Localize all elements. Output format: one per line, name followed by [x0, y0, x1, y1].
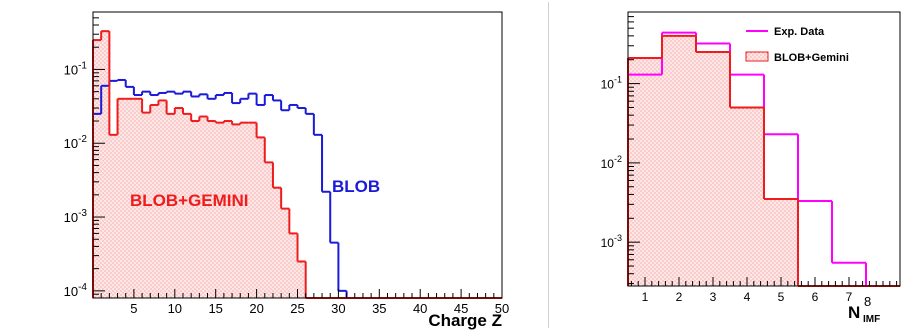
y-tick-label: 10-3 [64, 208, 88, 225]
x-tick-label: 50 [495, 301, 509, 316]
y-tick-exponent: -1 [614, 75, 622, 85]
x-axis-ticks: 5 10 15 20 25 30 35 40 45 50 [92, 289, 509, 316]
y-tick-base: 10 [64, 284, 78, 299]
x-tick-label: 6 [812, 290, 819, 304]
x-tick-label: 40 [413, 301, 427, 316]
x-tick-label: 4 [744, 290, 751, 304]
y-axis-ticks: 10-110-210-310-4 [64, 17, 105, 299]
x-tick-label: 25 [290, 301, 304, 316]
x-tick-label: 3 [710, 290, 717, 304]
legend: Exp. Data BLOB+Gemini [745, 26, 849, 64]
y-tick-base: 10 [601, 236, 615, 250]
x-axis-label-sub: IMF [863, 314, 880, 325]
y-tick-label: 10-4 [64, 282, 88, 299]
x-tick-label: 5 [778, 290, 785, 304]
y-tick-label: 10-2 [64, 134, 88, 151]
legend-label-exp-data: Exp. Data [774, 26, 825, 38]
x-tick-label: 15 [208, 301, 222, 316]
x-tick-label: 7 [846, 290, 853, 304]
x-tick-label: 10 [168, 301, 182, 316]
y-tick-base: 10 [601, 78, 615, 92]
y-tick-label: 10-2 [601, 154, 622, 171]
imf-multiplicity-chart: 1 2 3 4 5 6 7 10-1 10-2 10-3 Exp. Data BLOB+Gemini N… [578, 0, 908, 331]
x-axis-ticks: 1 2 3 4 5 6 7 [630, 277, 898, 304]
y-tick-label: 10-1 [64, 60, 88, 77]
x-tick-label: 45 [454, 301, 468, 316]
x-axis-label-sup: 8 [864, 294, 871, 309]
legend-box-blob-gemini [745, 51, 769, 62]
panel-divider [548, 2, 549, 328]
x-axis-label: Charge Z [428, 311, 502, 330]
y-tick-base: 10 [601, 157, 615, 171]
x-tick-label: 1 [642, 290, 649, 304]
y-tick-exponent: -3 [78, 208, 87, 219]
y-tick-exponent: -2 [614, 154, 622, 164]
y-tick-exponent: -4 [78, 282, 87, 293]
y-tick-label: 10-1 [601, 75, 622, 92]
x-axis-label-base: N [848, 303, 860, 322]
y-tick-exponent: -3 [614, 233, 622, 243]
x-tick-label: 20 [249, 301, 263, 316]
y-tick-exponent: -2 [78, 134, 87, 145]
charge-distribution-plot: 5 10 15 20 25 30 35 40 45 5010-110-210-310-4Charg… [64, 11, 509, 330]
y-axis-ticks: 10-110-210-3 [601, 11, 640, 285]
x-tick-label: 5 [130, 301, 137, 316]
annotation-blob-gemini: BLOB+GEMINI [130, 191, 249, 210]
y-tick-label: 10-3 [601, 233, 622, 250]
charge-distribution-chart: 5 10 15 20 25 30 35 40 45 50 10-1 10-2 10-3 10-4 Charg… [10, 0, 510, 331]
annotation-blob: BLOB [332, 177, 380, 196]
y-tick-base: 10 [64, 62, 78, 77]
y-tick-exponent: -1 [78, 60, 87, 71]
x-tick-label: 35 [372, 301, 386, 316]
legend-label-blob-gemini: BLOB+Gemini [774, 52, 849, 64]
x-tick-label: 30 [331, 301, 345, 316]
plot-frame [627, 11, 901, 287]
x-tick-label: 2 [676, 290, 683, 304]
y-tick-base: 10 [64, 136, 78, 151]
series-fill-blob-gemini [93, 31, 502, 299]
y-tick-base: 10 [64, 210, 78, 225]
x-axis-label: N [848, 303, 860, 322]
